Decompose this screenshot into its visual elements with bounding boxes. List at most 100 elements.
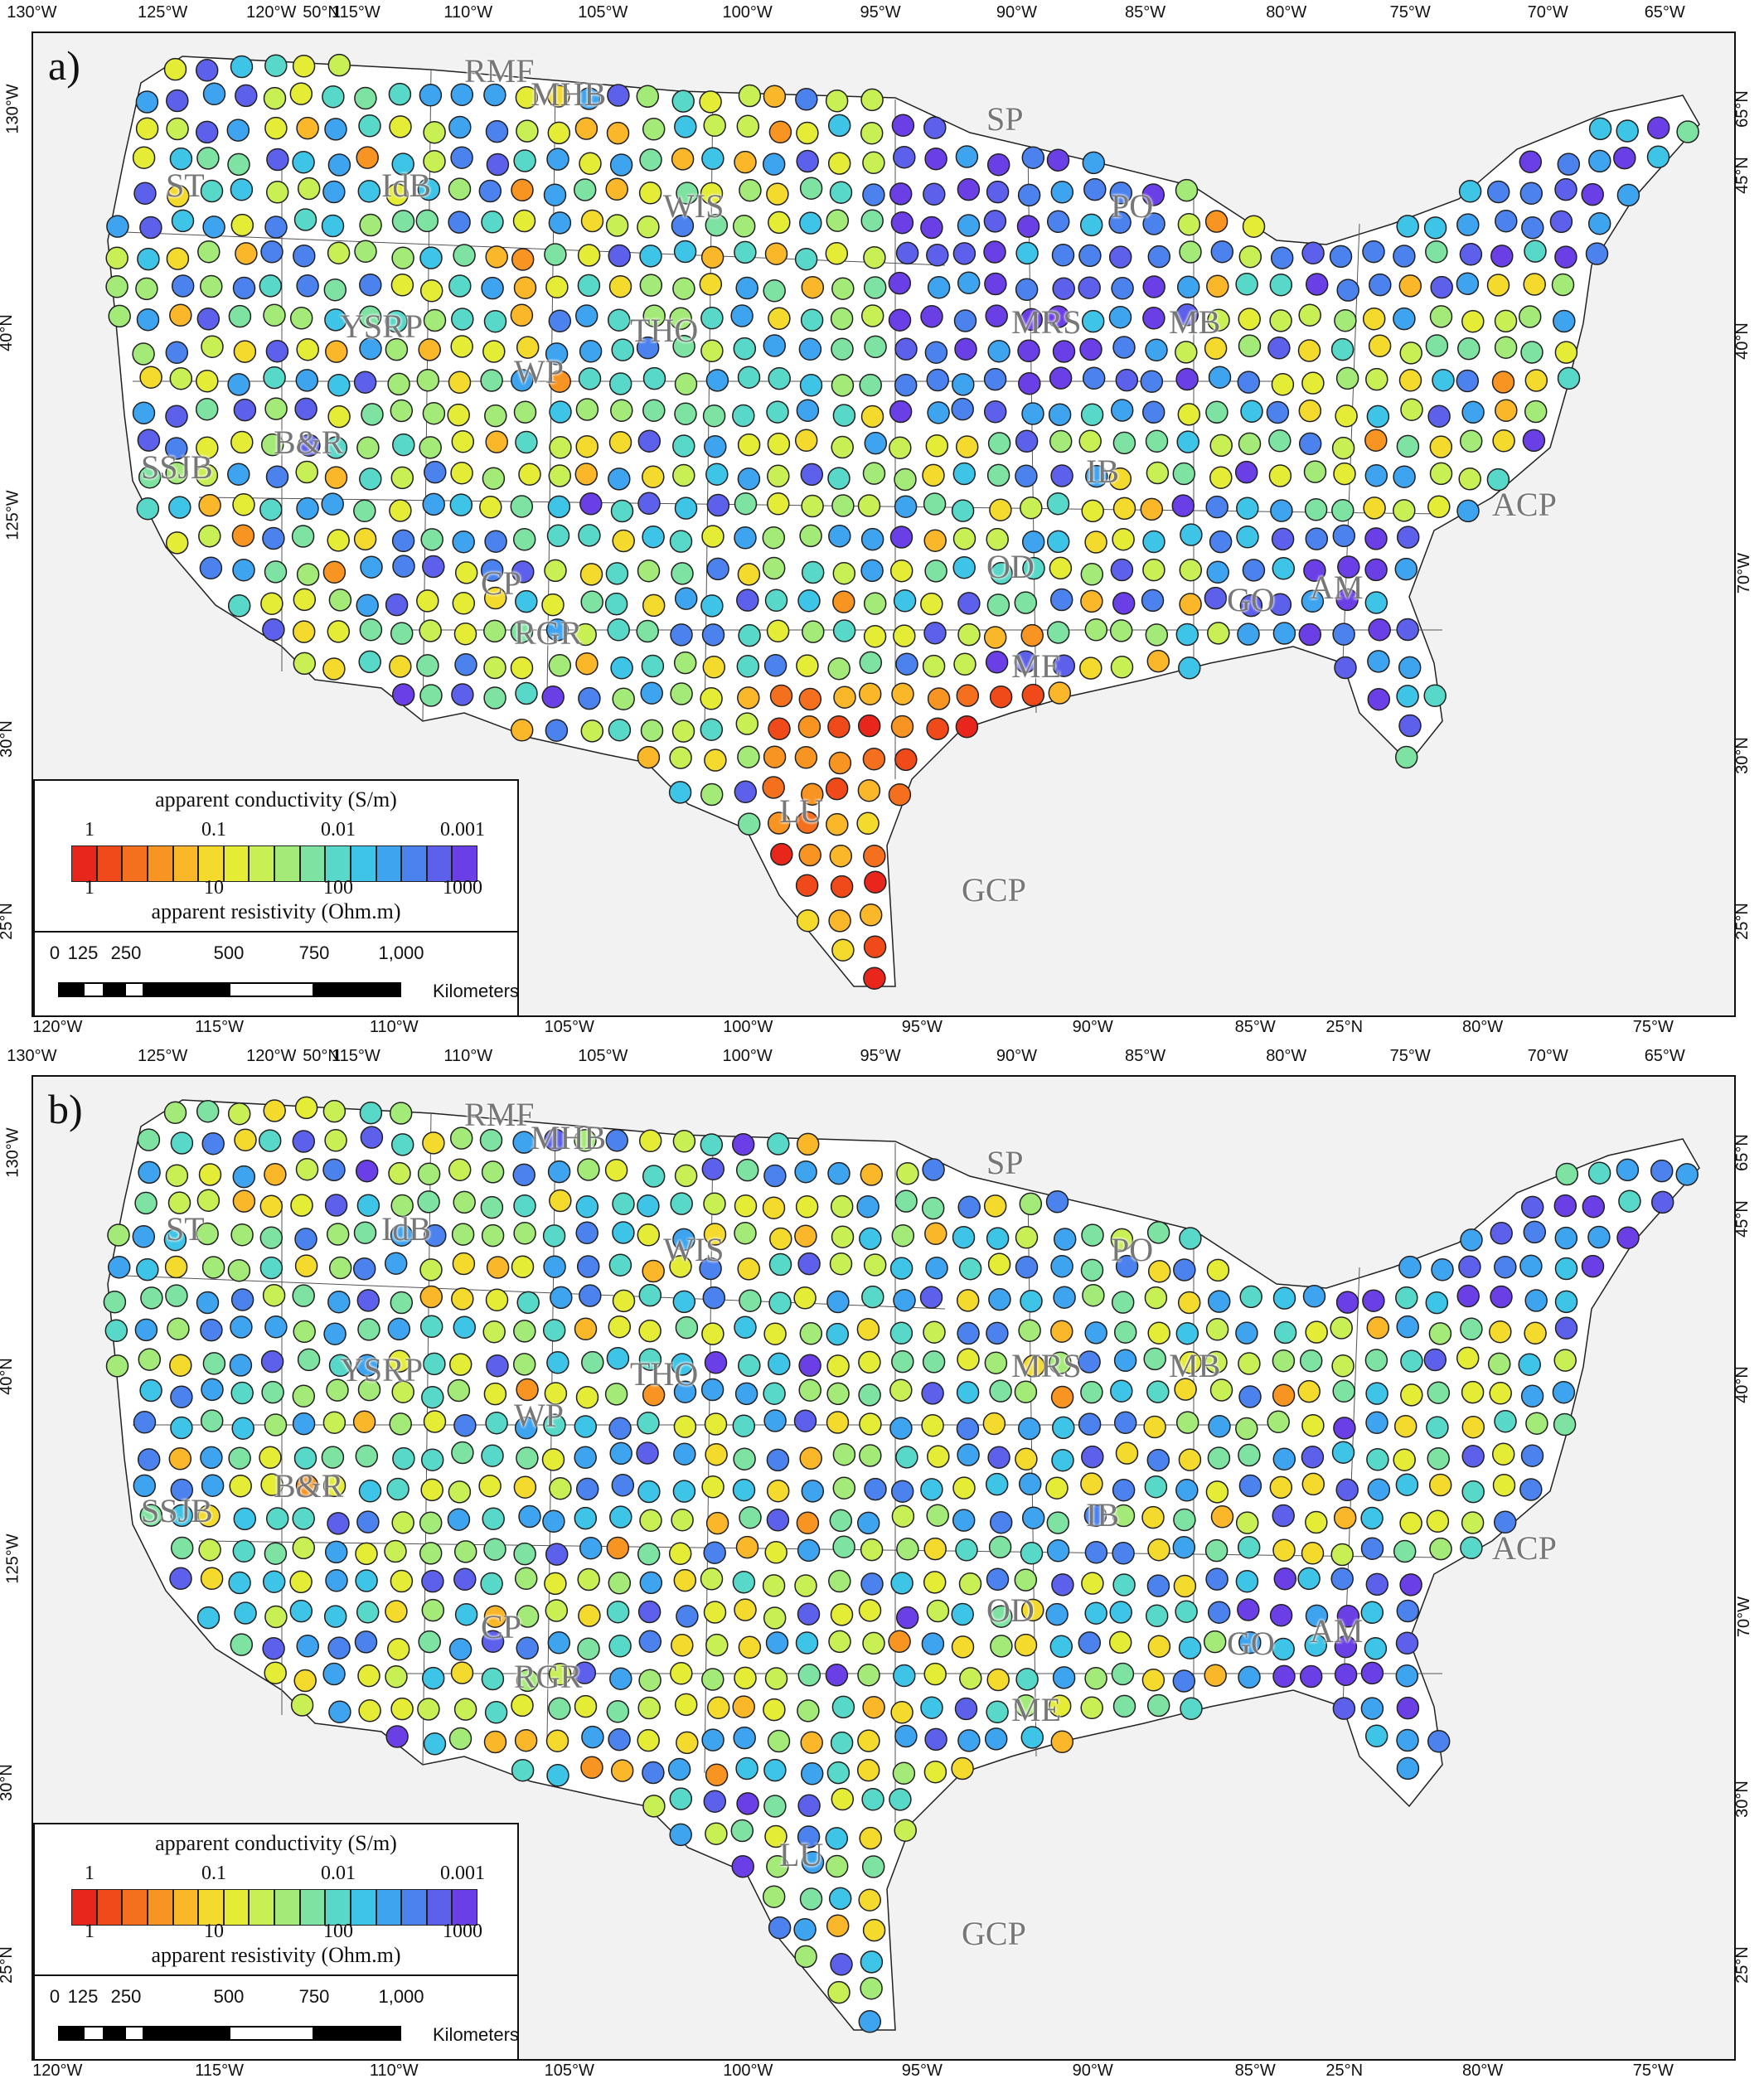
mt-station-dot (1554, 341, 1578, 364)
mt-station-dot (422, 555, 445, 579)
mt-station-dot (230, 1315, 253, 1339)
mt-station-dot (863, 935, 887, 959)
mt-station-dot (952, 1509, 976, 1532)
mt-station-dot (1078, 429, 1102, 453)
mt-station-dot (264, 116, 288, 140)
mt-station-dot (896, 1162, 919, 1185)
mt-station-dot (1364, 1349, 1388, 1372)
mt-station-dot (483, 1382, 507, 1406)
mt-station-dot (266, 148, 289, 172)
region-label: MHB (531, 75, 607, 113)
mt-station-dot (292, 1536, 316, 1560)
mt-station-dot (1554, 1226, 1578, 1250)
mt-station-dot (860, 1976, 883, 2000)
mt-station-dot (739, 1289, 762, 1312)
mt-station-dot (1330, 1567, 1354, 1591)
legend-tick-top: 0.001 (440, 1863, 485, 1884)
mt-station-dot (637, 1194, 660, 1218)
mt-station-dot (1427, 1446, 1450, 1470)
mt-station-dot (951, 397, 974, 421)
mt-station-dot (1305, 1320, 1328, 1344)
mt-station-dot (1179, 558, 1203, 582)
region-label: MRS (1011, 303, 1082, 341)
scale-label: 250 (110, 1986, 142, 2007)
mt-station-dot (545, 1599, 569, 1622)
mt-station-dot (574, 304, 598, 327)
mt-station-dot (1110, 1228, 1134, 1252)
mt-station-dot (612, 529, 635, 553)
mt-station-dot (260, 1349, 284, 1374)
mt-station-dot (140, 1286, 163, 1310)
mt-station-dot (1235, 1417, 1258, 1441)
mt-station-dot (983, 240, 1006, 264)
mt-station-dot (827, 1161, 850, 1185)
mt-station-dot (105, 1354, 129, 1378)
mt-station-dot (637, 559, 661, 583)
mt-station-dot (826, 812, 849, 836)
mt-station-dot (1046, 492, 1070, 516)
mt-station-dot (579, 152, 602, 176)
mt-station-dot (1427, 1730, 1451, 1753)
mt-station-dot (420, 1478, 443, 1502)
mt-station-dot (1304, 1634, 1328, 1657)
graticule-label: 90°W (1072, 2062, 1113, 2080)
mt-station-dot (826, 1354, 850, 1378)
legend-title-conductivity: apparent conductivity (S/m) (155, 787, 397, 812)
mt-station-dot (667, 1757, 691, 1781)
graticule-label: 110°W (369, 1018, 419, 1036)
mt-station-dot (830, 875, 854, 899)
mt-station-dot (1456, 1284, 1480, 1308)
mt-station-dot (924, 560, 947, 583)
mt-station-dot (573, 1661, 597, 1684)
mt-station-dot (356, 1354, 379, 1377)
mt-station-dot (1143, 1415, 1166, 1439)
mt-station-dot (324, 1194, 348, 1217)
mt-station-dot (200, 274, 223, 298)
mt-station-dot (1394, 557, 1418, 581)
mt-station-dot (862, 1918, 886, 1942)
mt-station-dot (927, 687, 951, 710)
mt-station-dot (1368, 618, 1391, 642)
mt-station-dot (235, 84, 258, 108)
mt-station-dot (1303, 559, 1326, 582)
mt-station-dot (826, 1322, 850, 1346)
mt-station-dot (1304, 498, 1328, 521)
mt-station-dot (511, 369, 534, 392)
mt-station-dot (831, 337, 854, 361)
mt-station-dot (796, 399, 820, 422)
mt-station-dot (1616, 1158, 1640, 1182)
mt-station-dot (514, 1567, 538, 1591)
mt-station-dot (794, 1945, 817, 1969)
mt-station-dot (264, 1605, 288, 1629)
mt-station-dot (135, 90, 159, 114)
mt-station-dot (421, 1569, 444, 1593)
legend-swatch (96, 845, 123, 882)
mt-station-dot (1111, 1662, 1135, 1686)
mt-station-dot (863, 276, 887, 299)
mt-station-dot (424, 460, 447, 484)
mt-station-dot (795, 874, 819, 897)
mt-station-dot (226, 119, 250, 142)
mt-station-dot (797, 1794, 821, 1818)
mt-station-dot (421, 1385, 444, 1409)
mt-station-dot (642, 118, 666, 141)
mt-station-dot (1203, 1630, 1227, 1654)
mt-station-dot (516, 336, 540, 359)
mt-station-dot (1333, 1506, 1357, 1529)
scale-segment (229, 2026, 314, 2041)
mt-station-dot (547, 1631, 571, 1655)
mt-station-dot (1020, 1289, 1043, 1313)
mt-station-dot (452, 592, 476, 615)
mt-station-dot (1521, 216, 1544, 240)
mt-station-dot (170, 1478, 194, 1502)
mt-station-dot (385, 1665, 408, 1688)
mt-station-dot (513, 1194, 536, 1218)
mt-station-dot (1490, 1285, 1513, 1309)
mt-station-dot (702, 1286, 726, 1310)
mt-station-dot (1551, 273, 1575, 297)
mt-station-dot (1518, 1353, 1541, 1376)
mt-station-dot (295, 1157, 319, 1181)
graticule-label: 25°N (1732, 903, 1752, 940)
mt-station-dot (1272, 622, 1296, 645)
mt-station-dot (1045, 1189, 1069, 1214)
